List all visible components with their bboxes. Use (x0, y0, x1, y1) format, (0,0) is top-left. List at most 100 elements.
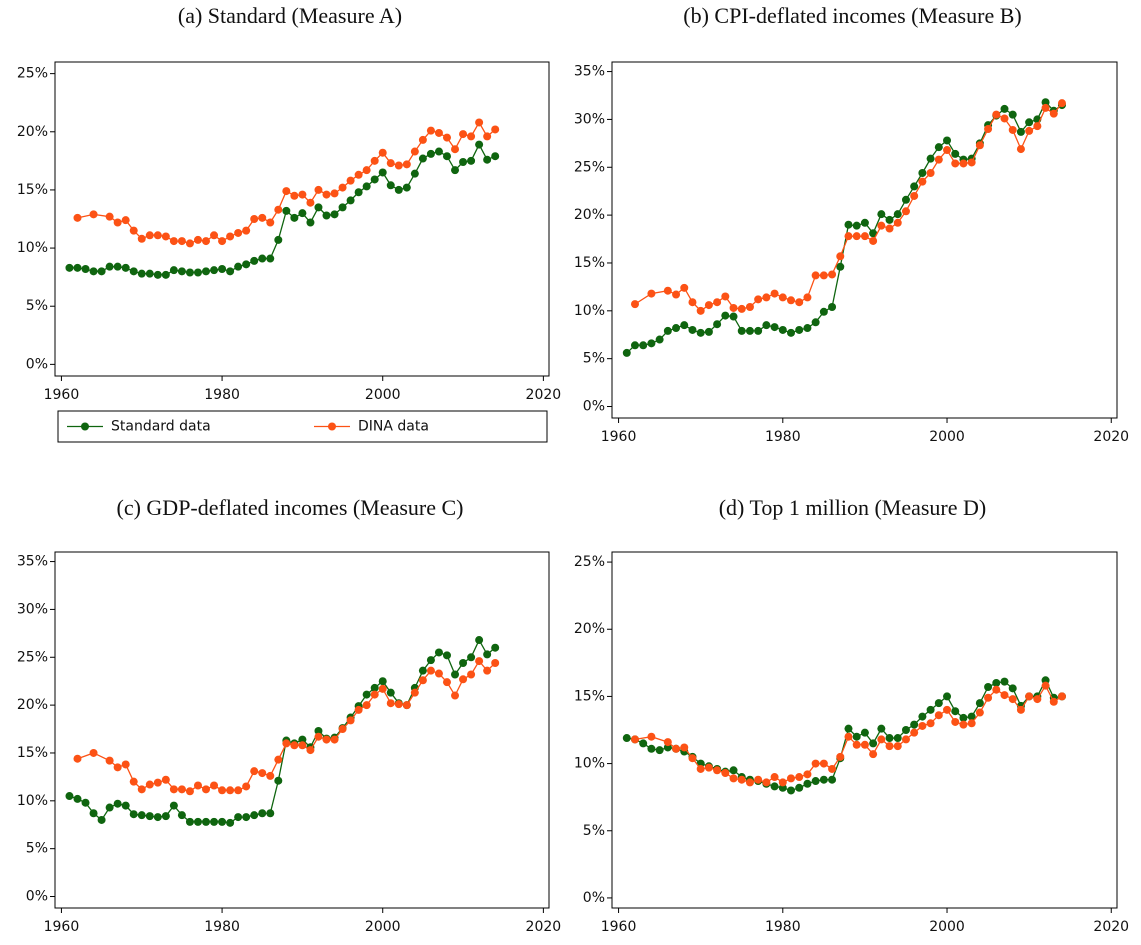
data-point (770, 323, 779, 332)
data-point (105, 262, 114, 271)
data-point (860, 728, 869, 737)
data-point (778, 325, 787, 334)
data-point (161, 775, 170, 784)
data-point (394, 185, 403, 194)
y-tick-label: 25% (17, 649, 48, 665)
data-point (362, 166, 371, 175)
data-point (926, 169, 935, 178)
data-point (721, 768, 730, 777)
data-point (680, 283, 689, 292)
data-point (177, 237, 186, 246)
data-point (402, 701, 411, 710)
data-point (852, 232, 861, 241)
data-point (647, 732, 656, 741)
data-point (394, 700, 403, 709)
data-point (910, 728, 919, 737)
data-point (426, 126, 435, 135)
data-point (877, 724, 886, 733)
y-tick-label: 5% (26, 298, 48, 314)
data-point (491, 643, 500, 652)
data-point (918, 721, 927, 730)
data-point (713, 766, 722, 775)
data-point (836, 252, 845, 261)
data-point (394, 161, 403, 170)
data-point (185, 817, 194, 826)
data-point (121, 801, 130, 810)
data-point (338, 183, 347, 192)
plot-frame (611, 61, 1118, 419)
data-point (745, 302, 754, 311)
data-point (306, 746, 315, 755)
y-tick-label: 15% (574, 688, 605, 704)
y-tick-label: 10% (17, 793, 48, 809)
data-point (105, 212, 114, 221)
data-point (926, 705, 935, 714)
data-point (354, 170, 363, 179)
data-point (860, 740, 869, 749)
data-point (258, 809, 267, 818)
data-point (290, 741, 299, 750)
data-point (737, 326, 746, 335)
data-point (754, 775, 763, 784)
data-point (984, 693, 993, 702)
data-point (943, 146, 952, 155)
data-point (370, 175, 379, 184)
data-point (491, 152, 500, 161)
data-point (844, 732, 853, 741)
y-tick-label: 0% (583, 399, 605, 415)
data-point (869, 236, 878, 245)
data-point (877, 735, 886, 744)
data-point (778, 293, 787, 302)
data-point (762, 293, 771, 302)
x-tick-label: 2000 (365, 387, 401, 403)
data-point (967, 712, 976, 721)
data-point (193, 268, 202, 277)
y-tick-label: 20% (17, 124, 48, 140)
data-point (169, 237, 178, 246)
data-point (410, 147, 419, 156)
data-point (1008, 110, 1017, 119)
data-point (290, 191, 299, 200)
data-point (153, 813, 162, 822)
data-point (210, 231, 219, 240)
data-point (89, 809, 98, 818)
data-point (1033, 695, 1042, 704)
data-point (258, 769, 267, 778)
data-point (386, 181, 395, 190)
x-tick-label: 2020 (526, 919, 562, 935)
data-point (306, 198, 315, 207)
data-point (770, 773, 779, 782)
data-point (121, 760, 130, 769)
data-point (828, 764, 837, 773)
data-point (1057, 99, 1066, 108)
data-point (210, 781, 219, 790)
data-point (639, 341, 648, 350)
data-point (129, 777, 138, 786)
data-point (113, 262, 122, 271)
data-point (314, 203, 323, 212)
data-point (266, 809, 275, 818)
data-point (1016, 127, 1025, 136)
data-point (73, 213, 82, 222)
data-point (242, 813, 251, 822)
data-point (787, 296, 796, 305)
y-tick-label: 15% (17, 745, 48, 761)
x-tick-label: 2000 (929, 919, 965, 935)
data-point (161, 270, 170, 279)
y-tick-label: 5% (583, 351, 605, 367)
data-point (274, 235, 283, 244)
data-point (901, 735, 910, 744)
data-point (704, 301, 713, 310)
plot-frame (611, 551, 1118, 909)
data-point (795, 773, 804, 782)
data-point (459, 130, 468, 139)
data-point (1033, 122, 1042, 131)
data-point (647, 339, 656, 348)
data-point (984, 124, 993, 133)
data-point (258, 254, 267, 263)
data-point (704, 763, 713, 772)
data-point (1025, 118, 1034, 127)
y-tick-label: 25% (17, 66, 48, 82)
data-point (639, 739, 648, 748)
data-point (885, 742, 894, 751)
